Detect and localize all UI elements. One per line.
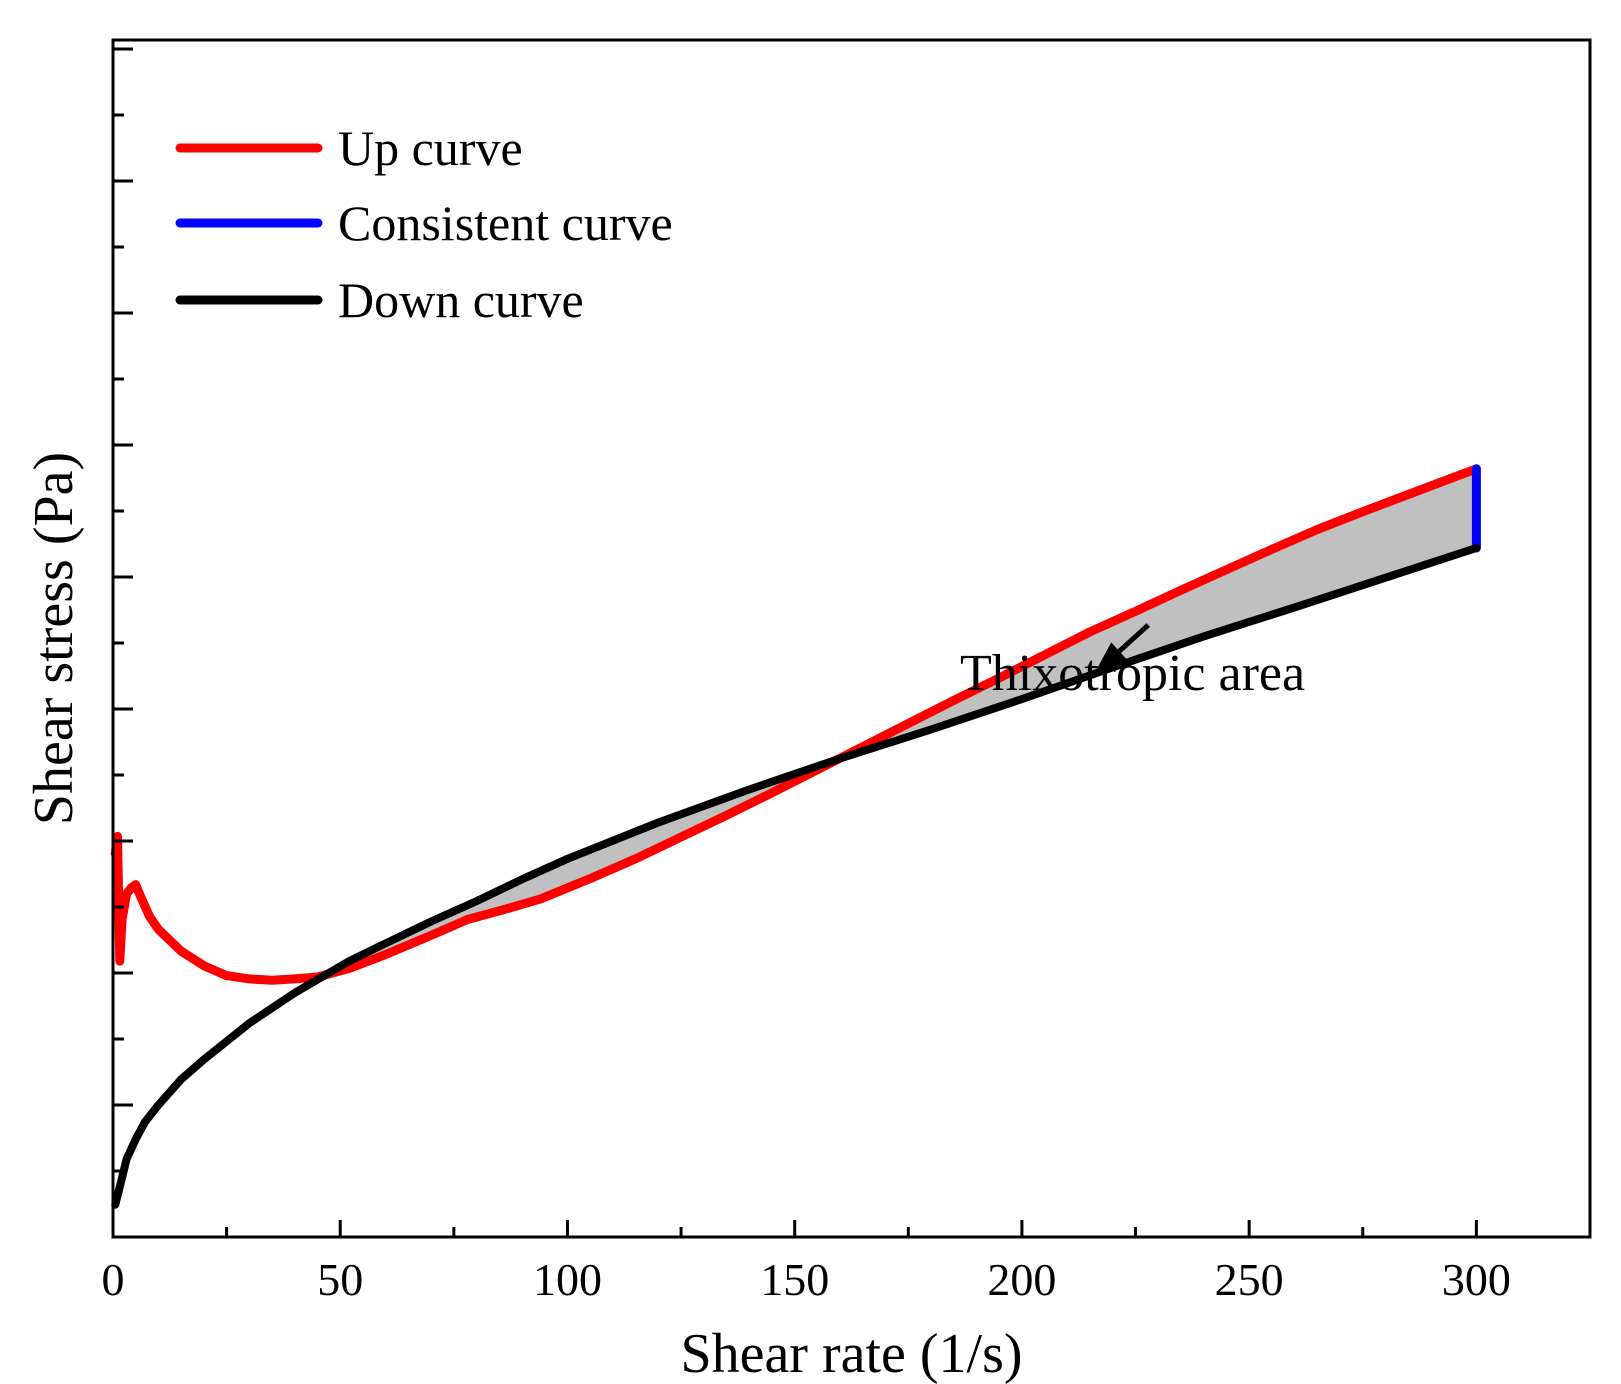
up-curve-line bbox=[110, 464, 1481, 985]
y-axis-title: Shear stress (Pa) bbox=[23, 452, 85, 825]
annotation-arrow-head bbox=[1094, 642, 1128, 675]
x-tick-label: 150 bbox=[760, 1254, 829, 1305]
x-tick-label: 100 bbox=[533, 1254, 602, 1305]
down-curve-line bbox=[111, 544, 1481, 1209]
x-tick-label: 200 bbox=[987, 1254, 1056, 1305]
legend-label: Up curve bbox=[338, 120, 523, 176]
annotation-arrow-shaft bbox=[1117, 623, 1150, 654]
annotation-label: Thixotropic area bbox=[960, 645, 1305, 702]
x-tick-label: 250 bbox=[1215, 1254, 1284, 1305]
legend-label: Consistent curve bbox=[338, 195, 673, 251]
thixotropic-area-fill bbox=[349, 468, 1477, 969]
x-axis-title: Shear rate (1/s) bbox=[680, 1323, 1022, 1384]
x-tick-label: 50 bbox=[317, 1254, 363, 1305]
x-tick-label: 300 bbox=[1442, 1254, 1511, 1305]
plot-frame bbox=[111, 38, 1592, 1239]
legend-label: Down curve bbox=[338, 272, 584, 328]
x-tick-label: 0 bbox=[102, 1254, 125, 1305]
